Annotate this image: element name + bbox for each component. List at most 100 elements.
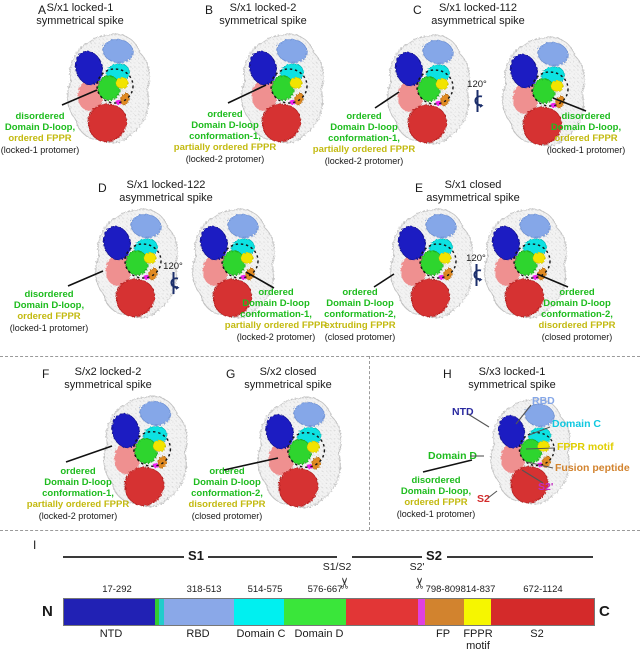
annotation-green-text: disordered Domain D-loop, <box>400 475 472 497</box>
callout-domain-d: Domain D <box>428 450 478 462</box>
annotation-protomer-note: (locked-1 protomer) <box>9 323 89 333</box>
panel-g-title: S/x2 closed symmetrical spike <box>244 366 332 391</box>
annotation-g: ordered Domain D-loop conformation-2, di… <box>157 466 297 522</box>
panel-h-title: S/x3 locked-1 symmetrical spike <box>468 366 556 391</box>
annotation-e-left: ordered Domain D-loop conformation-2, ex… <box>290 287 430 343</box>
rotation-angle-label: 120° <box>163 261 183 272</box>
panel-a-letter: A <box>38 3 47 17</box>
annotation-protomer-note: (closed protomer) <box>324 332 396 342</box>
annotation-green-text: ordered Domain D-loop conformation-1, <box>42 466 114 499</box>
rotation-indicator-c: 120° <box>462 79 492 117</box>
annotation-yellow-text: disordered FPPR <box>538 320 616 331</box>
annotation-green-text: disordered Domain D-loop, <box>550 111 622 133</box>
range-fppr-motif: 814-837 <box>460 584 496 595</box>
annotation-d-right: ordered Domain D-loop conformation-1, pa… <box>206 287 346 343</box>
annotation-green-text: ordered Domain D-loop conformation-2, <box>324 287 396 320</box>
annotation-protomer-note: (locked-2 protomer) <box>185 154 265 164</box>
callout-fusion-peptide: Fusion peptide <box>555 462 630 474</box>
label-domain-d: Domain D <box>294 628 344 640</box>
panel-d-title: S/x1 locked-122 asymmetrical spike <box>119 179 213 204</box>
domain-bar-segment-ntd <box>64 599 155 625</box>
annotation-green-text: ordered Domain D-loop conformation-1, <box>328 111 400 144</box>
rotation-axis-icon <box>470 264 483 286</box>
annotation-protomer-note: (locked-2 protomer) <box>236 332 316 342</box>
panel-b-letter: B <box>205 3 214 17</box>
panel-a-title: S/x1 locked-1 symmetrical spike <box>36 2 124 27</box>
rotation-indicator-e: 120° <box>461 253 491 291</box>
rotation-indicator-d: 120° <box>158 261 188 299</box>
s2-prime-cleavage-label: S2' <box>409 561 425 573</box>
panel-d-letter: D <box>98 181 107 195</box>
annotation-a: disordered Domain D-loop, ordered FPPR (… <box>0 111 110 156</box>
annotation-yellow-text: ordered FPPR <box>17 311 81 322</box>
domain-bar <box>63 598 595 626</box>
panel-b-title: S/x1 locked-2 symmetrical spike <box>219 2 307 27</box>
annotation-c-left: ordered Domain D-loop conformation-1, pa… <box>294 111 434 167</box>
annotation-yellow-text: ordered FPPR <box>8 133 72 144</box>
domain-bar-segment-s2-upstream <box>346 599 418 625</box>
panel-c-letter: C <box>413 3 422 17</box>
domain-bar-segment-domain-c <box>234 599 284 625</box>
annotation-protomer-note: (locked-2 protomer) <box>324 156 404 166</box>
annotation-yellow-text: partially ordered FPPR <box>26 499 130 510</box>
range-domain-c: 514-575 <box>247 584 283 595</box>
panel-f-letter: F <box>42 367 50 381</box>
range-rbd: 318-513 <box>186 584 222 595</box>
panel-e-title: S/x1 closed asymmetrical spike <box>426 179 520 204</box>
callout-s2-prime: S2' <box>538 481 554 493</box>
annotation-yellow-text: extruding FPPR <box>324 320 396 331</box>
annotation-protomer-note: (locked-2 protomer) <box>38 511 118 521</box>
annotation-protomer-note: (closed protomer) <box>191 511 263 521</box>
s1-s2-cleavage-label: S1/S2 <box>322 561 352 573</box>
c-terminus-label: C <box>599 603 610 620</box>
annotation-yellow-text: ordered FPPR <box>554 133 618 144</box>
range-domain-d: 576-667 <box>307 584 343 595</box>
annotation-green-text: disordered Domain D-loop, <box>4 111 76 133</box>
label-s2: S2 <box>530 628 544 640</box>
domain-bar-segment-fp <box>425 599 464 625</box>
annotation-c-right: disordered Domain D-loop, ordered FPPR (… <box>516 111 640 156</box>
annotation-green-text: disordered Domain D-loop, <box>13 289 85 311</box>
callout-rbd: RBD <box>532 395 555 407</box>
annotation-f: ordered Domain D-loop conformation-1, pa… <box>8 466 148 522</box>
panel-f-title: S/x2 locked-2 symmetrical spike <box>64 366 152 391</box>
annotation-green-text: ordered Domain D-loop conformation-1, <box>189 109 261 142</box>
callout-domain-c: Domain C <box>552 418 602 430</box>
annotation-protomer-note: (closed protomer) <box>541 332 613 342</box>
callout-ntd: NTD <box>452 406 474 418</box>
n-terminus-label: N <box>42 603 53 620</box>
s2-bracket-line <box>447 556 593 558</box>
label-fp: FP <box>435 628 451 640</box>
rotation-axis-icon <box>167 272 180 294</box>
callout-fppr-motif: FPPR motif <box>557 441 614 453</box>
annotation-e-right: ordered Domain D-loop conformation-2, di… <box>507 287 640 343</box>
s2-bracket-line <box>352 556 422 558</box>
divider-vertical <box>369 356 370 530</box>
range-ntd: 17-292 <box>102 584 132 595</box>
annotation-protomer-note: (locked-1 protomer) <box>0 145 80 155</box>
domain-bar-segment-domain-d <box>284 599 346 625</box>
annotation-protomer-note: (locked-1 protomer) <box>546 145 626 155</box>
label-ntd: NTD <box>99 628 123 640</box>
annotation-d-left: disordered Domain D-loop, ordered FPPR (… <box>0 289 119 334</box>
annotation-green-text: ordered Domain D-loop conformation-2, <box>541 287 613 320</box>
range-fp: 798-809 <box>425 584 461 595</box>
domain-bar-segment-fppr-motif <box>464 599 491 625</box>
label-domain-c: Domain C <box>236 628 286 640</box>
domain-bar-segment-sliver-cyan <box>159 599 164 625</box>
divider-bottom <box>0 530 640 531</box>
s1-bracket-label: S1 <box>188 548 204 563</box>
panel-c-title: S/x1 locked-112 asymmetrical spike <box>431 2 525 27</box>
annotation-yellow-text: disordered FPPR <box>188 499 266 510</box>
domain-bar-segment-rbd <box>164 599 234 625</box>
annotation-green-text: ordered Domain D-loop conformation-2, <box>191 466 263 499</box>
domain-bar-segment-s2 <box>491 599 594 625</box>
s2-bracket-label: S2 <box>426 548 442 563</box>
domain-bar-segment-sliver-green <box>155 599 159 625</box>
callout-s2: S2 <box>477 493 490 505</box>
annotation-yellow-text: partially ordered FPPR <box>224 320 328 331</box>
panel-e-letter: E <box>415 181 424 195</box>
s1-bracket-line <box>63 556 184 558</box>
annotation-protomer-note: (locked-1 protomer) <box>396 509 476 519</box>
